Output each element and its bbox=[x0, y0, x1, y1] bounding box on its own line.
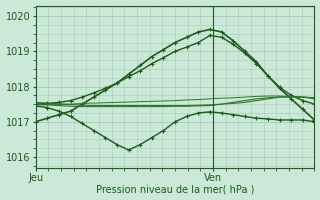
X-axis label: Pression niveau de la mer( hPa ): Pression niveau de la mer( hPa ) bbox=[96, 184, 254, 194]
